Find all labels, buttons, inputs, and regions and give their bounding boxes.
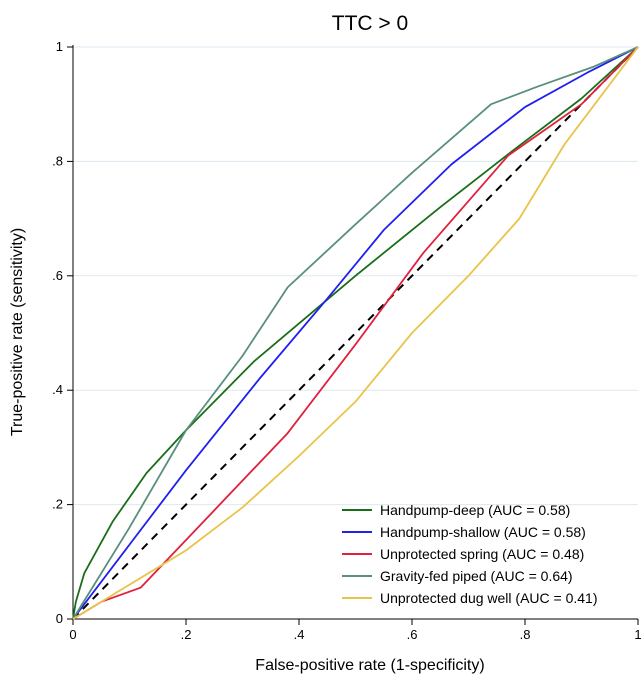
x-axis-title: False-positive rate (1-specificity) [255, 657, 484, 674]
reference-diagonal-line [72, 46, 639, 620]
legend-label-2: Handpump-shallow (AUC = 0.58) [380, 524, 586, 540]
x-tick-label: 0 [69, 627, 76, 642]
legend: Handpump-deep (AUC = 0.58) Handpump-shall… [342, 502, 598, 606]
y-tick-label: .6 [52, 268, 63, 283]
y-tick-label: .2 [52, 497, 63, 512]
y-tick-label: 0 [56, 611, 63, 626]
x-tick-label: .6 [407, 627, 418, 642]
x-tick-label: .4 [294, 627, 305, 642]
series-line-3 [72, 46, 639, 620]
series-lines [72, 46, 639, 620]
series-line-4 [72, 46, 639, 620]
x-tick-label: .2 [181, 627, 192, 642]
legend-label-3: Unprotected spring (AUC = 0.48) [380, 546, 584, 562]
chart-title: TTC > 0 [332, 12, 408, 35]
x-tick-label: .8 [520, 627, 531, 642]
y-tick-label: 1 [56, 39, 63, 54]
legend-label-4: Gravity-fed piped (AUC = 0.64) [380, 568, 573, 584]
series-line-5 [72, 46, 639, 620]
legend-label-5: Unprotected dug well (AUC = 0.41) [380, 590, 598, 606]
y-tick-label: .8 [52, 153, 63, 168]
series-line-1 [72, 46, 639, 620]
axes [72, 45, 638, 620]
legend-label-1: Handpump-deep (AUC = 0.58) [380, 502, 570, 518]
tick-marks: 0 .2 .4 .6 .8 1 0 .2 .4 .6 .8 1 [52, 39, 641, 642]
y-axis-title: True-positive rate (sensitivity) [9, 228, 26, 436]
x-tick-label: 1 [634, 627, 641, 642]
y-tick-label: .4 [52, 382, 63, 397]
series-line-2 [72, 46, 639, 620]
